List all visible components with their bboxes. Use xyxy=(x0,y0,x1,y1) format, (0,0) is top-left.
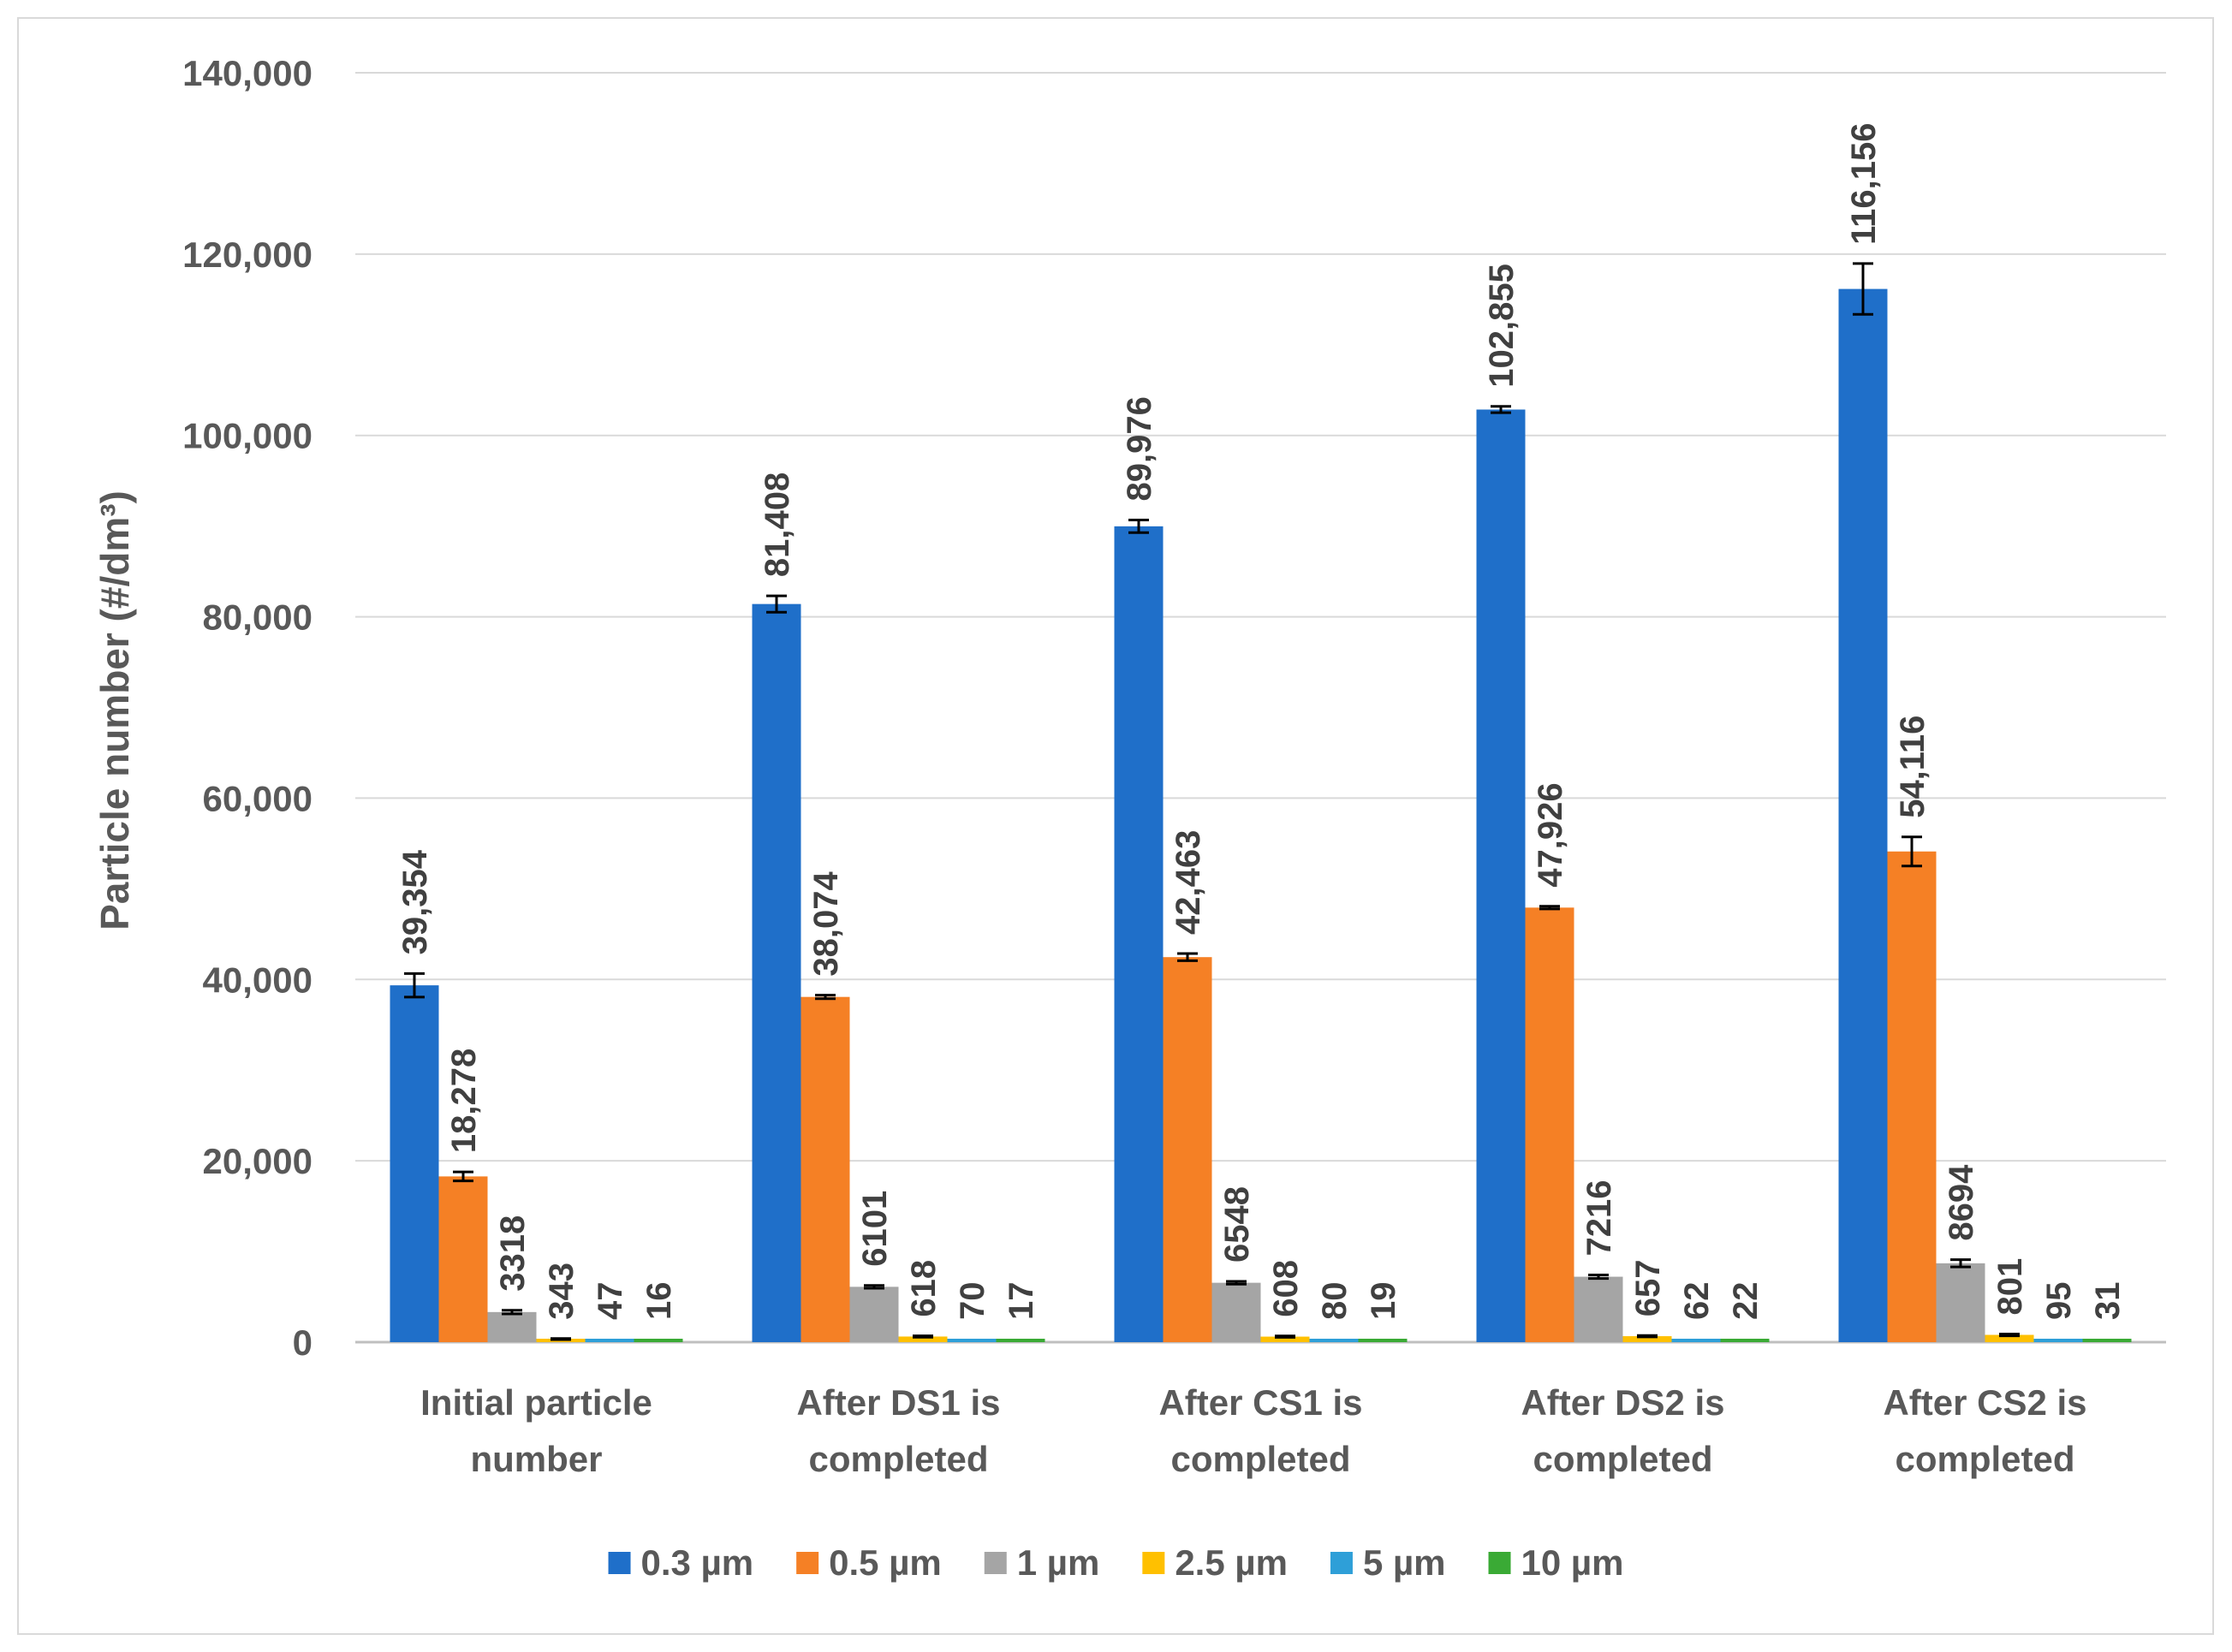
data-label: 47,926 xyxy=(1532,782,1569,887)
bar xyxy=(849,1287,899,1342)
legend-label: 2.5 µm xyxy=(1175,1542,1288,1583)
y-tick-label: 40,000 xyxy=(203,960,312,1000)
x-category-label: Initial particle number xyxy=(420,1382,652,1479)
x-category-label: After DS1 is completed xyxy=(796,1382,1000,1479)
bar xyxy=(1671,1339,1721,1342)
y-axis-ticks: 0 20,000 40,000 60,000 80,000 100,000 120,000 1… xyxy=(182,53,312,1363)
bar xyxy=(1211,1282,1261,1342)
legend-swatch xyxy=(796,1552,819,1574)
bar xyxy=(1358,1339,1408,1342)
legend-label: 5 µm xyxy=(1363,1542,1446,1583)
bar xyxy=(801,996,850,1342)
data-label: 95 xyxy=(2040,1282,2078,1321)
data-label: 47 xyxy=(592,1282,629,1321)
data-label: 657 xyxy=(1629,1259,1667,1316)
data-label: 31 xyxy=(2089,1282,2127,1321)
legend-swatch xyxy=(1488,1552,1511,1574)
y-tick-label: 60,000 xyxy=(203,778,312,818)
data-label: 6548 xyxy=(1218,1186,1256,1263)
bar xyxy=(1114,526,1164,1342)
y-tick-label: 0 xyxy=(293,1322,312,1363)
data-label: 19 xyxy=(1365,1282,1402,1321)
data-label: 38,074 xyxy=(807,871,845,976)
y-tick-label: 80,000 xyxy=(203,597,312,638)
data-label: 39,354 xyxy=(396,849,434,954)
bar xyxy=(2033,1339,2083,1342)
data-label: 89,976 xyxy=(1121,396,1158,501)
legend-label: 1 µm xyxy=(1017,1542,1100,1583)
bar xyxy=(752,603,801,1342)
bar xyxy=(1525,907,1574,1342)
data-label: 3318 xyxy=(494,1215,532,1292)
x-axis-categories: Initial particle number After DS1 is comple… xyxy=(420,1382,2086,1479)
data-labels: 39,354 18,278 3318 343 47 16 81,408 38,074 6101 6… xyxy=(396,123,2127,1320)
y-tick-label: 20,000 xyxy=(203,1141,312,1181)
bar xyxy=(585,1339,634,1342)
legend-label: 0.5 µm xyxy=(829,1542,942,1583)
y-tick-label: 140,000 xyxy=(182,53,312,93)
data-label: 54,116 xyxy=(1894,716,1931,818)
bars xyxy=(390,262,2132,1343)
bar xyxy=(2082,1339,2132,1342)
legend-swatch xyxy=(608,1552,631,1574)
data-label: 6101 xyxy=(856,1191,894,1267)
bar xyxy=(487,1311,537,1342)
data-label: 81,408 xyxy=(759,472,796,577)
x-category-label: After CS2 is completed xyxy=(1883,1382,2086,1479)
bar xyxy=(1936,1263,1985,1342)
y-axis-label: Particle number (#/dm³) xyxy=(92,490,137,930)
data-label: 343 xyxy=(543,1263,580,1320)
data-label: 16 xyxy=(640,1282,678,1321)
bar xyxy=(1574,1276,1623,1342)
data-label: 801 xyxy=(1991,1258,2029,1316)
data-label: 80 xyxy=(1316,1282,1354,1321)
bar xyxy=(1887,851,1937,1342)
data-label: 70 xyxy=(954,1282,991,1321)
data-label: 18,278 xyxy=(445,1049,483,1153)
data-label: 62 xyxy=(1678,1282,1716,1321)
bar xyxy=(438,1176,488,1342)
bar xyxy=(1309,1339,1359,1342)
bar xyxy=(1838,288,1888,1343)
y-tick-label: 120,000 xyxy=(182,235,312,275)
bar xyxy=(898,1336,948,1342)
bar xyxy=(1163,957,1212,1342)
legend-swatch xyxy=(1330,1552,1353,1574)
data-label: 8694 xyxy=(1943,1164,1980,1241)
data-label: 618 xyxy=(905,1260,943,1317)
legend-swatch xyxy=(1142,1552,1165,1574)
data-label: 102,855 xyxy=(1483,264,1521,388)
y-tick-label: 100,000 xyxy=(182,416,312,456)
legend: 0.3 µm 0.5 µm 1 µm 2.5 µm 5 µm 10 µm xyxy=(608,1542,1624,1583)
bar xyxy=(1476,409,1526,1342)
x-category-label: After CS1 is completed xyxy=(1158,1382,1362,1479)
data-label: 17 xyxy=(1003,1282,1040,1321)
data-label: 22 xyxy=(1727,1282,1765,1321)
data-label: 7216 xyxy=(1580,1180,1618,1256)
legend-label: 10 µm xyxy=(1521,1542,1624,1583)
bar xyxy=(634,1339,683,1342)
bar xyxy=(1260,1336,1310,1342)
bar xyxy=(996,1339,1045,1342)
legend-swatch xyxy=(984,1552,1007,1574)
bar xyxy=(1622,1336,1672,1342)
bar xyxy=(1720,1339,1770,1342)
data-label: 116,156 xyxy=(1845,123,1883,245)
x-category-label: After DS2 is completed xyxy=(1521,1382,1724,1479)
data-label: 42,463 xyxy=(1170,830,1207,935)
bar xyxy=(390,985,439,1342)
legend-label: 0.3 µm xyxy=(641,1542,754,1583)
bar xyxy=(947,1339,997,1342)
bar xyxy=(1985,1334,2034,1342)
data-label: 608 xyxy=(1267,1260,1305,1317)
